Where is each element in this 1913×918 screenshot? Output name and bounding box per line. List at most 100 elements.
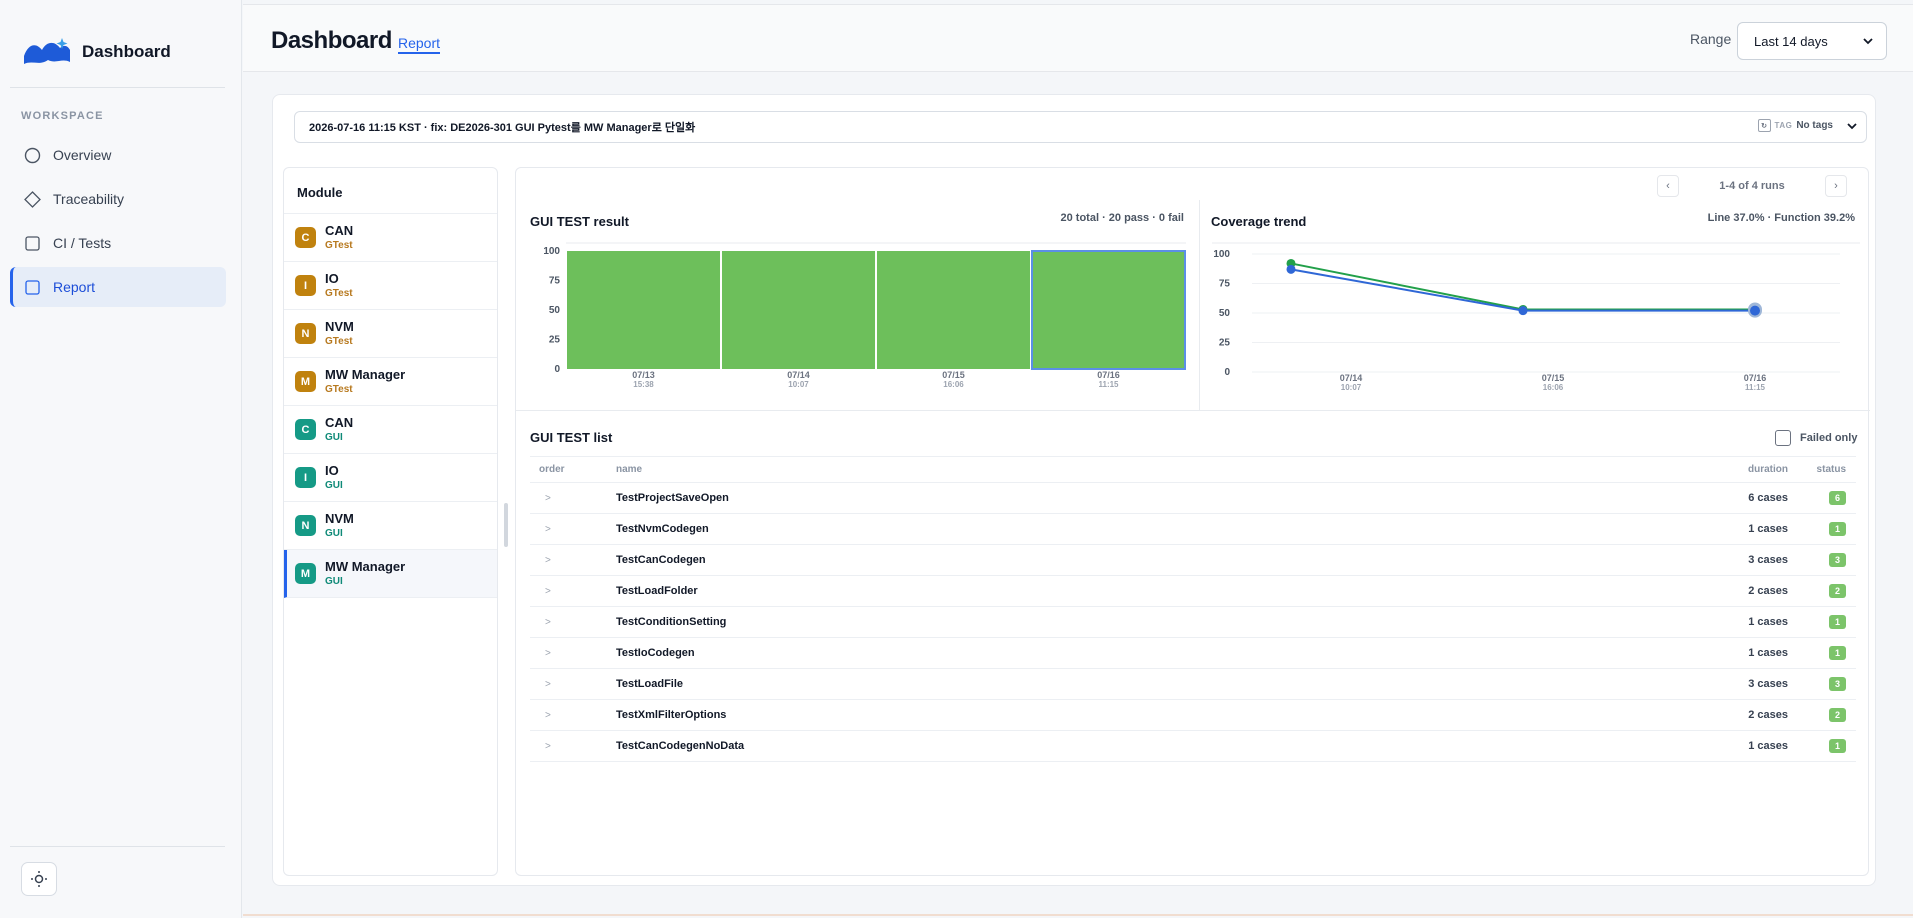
table-row[interactable]: > TestCanCodegen 3 cases 3 [530, 545, 1856, 576]
test-duration: 1 cases [1748, 740, 1788, 752]
x-tick-label: 07/15 [1542, 373, 1565, 383]
test-duration: 6 cases [1748, 492, 1788, 504]
sidebar-item-overview[interactable]: Overview [10, 135, 226, 175]
status-badge: 2 [1829, 584, 1846, 598]
module-item-nvm-gtest[interactable]: N NVM GTest [284, 310, 497, 358]
x-tick-sublabel: 10:07 [1341, 383, 1362, 392]
module-name: NVM [325, 511, 354, 526]
x-tick-label: 07/13 [632, 370, 655, 380]
chart-divider [1199, 200, 1200, 410]
tab-report[interactable]: Report [398, 35, 441, 54]
table-row[interactable]: > TestLoadFile 3 cases 3 [530, 669, 1856, 700]
status-badge: 2 [1829, 708, 1846, 722]
settings-icon [31, 871, 47, 887]
settings-button[interactable] [21, 862, 57, 896]
expand-icon[interactable]: > [545, 648, 551, 659]
column-status[interactable]: status [1796, 464, 1856, 475]
sidebar-item-label: CI / Tests [53, 235, 112, 251]
module-item-io-gui[interactable]: I IO GUI [284, 454, 497, 502]
status-badge: 1 [1829, 615, 1846, 629]
x-tick-sublabel: 11:15 [1745, 383, 1766, 392]
module-item-nvm-gui[interactable]: N NVM GUI [284, 502, 497, 550]
tag-value: No tags [1796, 120, 1833, 131]
module-type: GTest [325, 240, 353, 251]
module-badge: M [295, 371, 316, 392]
expand-icon[interactable]: > [545, 679, 551, 690]
app-name: Dashboard [82, 42, 171, 61]
module-item-can-gtest[interactable]: C CAN GTest [284, 214, 497, 262]
brand[interactable]: Dashboard [22, 34, 171, 70]
table-row[interactable]: > TestCanCodegenNoData 1 cases 1 [530, 731, 1856, 762]
expand-icon[interactable]: > [545, 493, 551, 504]
module-type: GUI [325, 576, 343, 587]
expand-icon[interactable]: > [545, 617, 551, 628]
module-badge: N [295, 515, 316, 536]
sidebar-item-ci-tests[interactable]: CI / Tests [10, 223, 226, 263]
test-name: TestConditionSetting [616, 616, 727, 628]
commit-select[interactable]: 2026-07-16 11:15 KST · fix: DE2026-301 G… [294, 111, 1867, 143]
status-badge: 6 [1829, 491, 1846, 505]
y-tick-label: 100 [1213, 249, 1230, 260]
expand-icon[interactable]: > [545, 741, 551, 752]
module-name: CAN [325, 415, 354, 430]
bar [1031, 250, 1186, 370]
x-tick-label: 07/16 [1097, 370, 1120, 380]
table-row[interactable]: > TestProjectSaveOpen 6 cases 6 [530, 483, 1856, 514]
module-item-mw-manager-gtest[interactable]: M MW Manager GTest [284, 358, 497, 406]
table-row[interactable]: > TestConditionSetting 1 cases 1 [530, 607, 1856, 638]
x-tick-label: 07/15 [942, 370, 965, 380]
tag-label: TAG [1774, 121, 1793, 130]
status-badge: 3 [1829, 677, 1846, 691]
range-value: Last 14 days [1754, 33, 1828, 49]
next-page-button[interactable]: › [1825, 175, 1847, 197]
column-name[interactable]: name [616, 464, 643, 475]
test-name: TestCanCodegenNoData [616, 740, 745, 752]
table-row[interactable]: > TestLoadFolder 2 cases 2 [530, 576, 1856, 607]
table-row[interactable]: > TestIoCodegen 1 cases 1 [530, 638, 1856, 669]
test-list-title: GUI TEST list [530, 430, 613, 445]
y-tick-label: 25 [549, 335, 561, 346]
module-item-io-gtest[interactable]: I IO GTest [284, 262, 497, 310]
module-badge: I [295, 467, 316, 488]
module-list-title: Module [284, 168, 497, 214]
report-card: 2026-07-16 11:15 KST · fix: DE2026-301 G… [272, 94, 1876, 886]
module-item-can-gui[interactable]: C CAN GUI [284, 406, 497, 454]
prev-page-button[interactable]: ‹ [1657, 175, 1679, 197]
tag-chip: ↻ TAG No tags [1757, 119, 1833, 132]
sidebar-item-label: Overview [53, 147, 112, 163]
failed-only-checkbox[interactable] [1775, 430, 1791, 446]
expand-icon[interactable]: > [545, 555, 551, 566]
module-name: NVM [325, 319, 354, 334]
chevron-down-icon [1847, 123, 1857, 130]
range-select[interactable]: Last 14 days [1737, 22, 1887, 60]
sidebar-item-traceability[interactable]: Traceability [10, 179, 226, 219]
status-badge: 3 [1829, 553, 1846, 567]
column-status-label: status [1816, 464, 1846, 475]
page-title: Dashboard [271, 27, 392, 54]
module-list-scrollbar[interactable] [504, 503, 508, 547]
series-line [1290, 262, 1755, 311]
module-badge: C [295, 419, 316, 440]
column-order[interactable]: order [539, 464, 565, 475]
range-label: Range [1690, 31, 1732, 47]
failed-only-toggle[interactable]: Failed only [1775, 430, 1857, 446]
table-row[interactable]: > TestNvmCodegen 1 cases 1 [530, 514, 1856, 545]
sidebar-item-report[interactable]: Report [10, 267, 226, 307]
module-type: GTest [325, 336, 353, 347]
report-panel: ‹ 1-4 of 4 runs › GUI TEST result 20 tot… [515, 167, 1870, 876]
module-name: CAN [325, 223, 354, 238]
expand-icon[interactable]: > [545, 524, 551, 535]
test-name: TestLoadFolder [616, 585, 698, 597]
sidebar-item-label: Traceability [53, 191, 125, 207]
column-duration[interactable]: duration [1748, 464, 1788, 475]
expand-icon[interactable]: > [545, 710, 551, 721]
test-duration: 3 cases [1748, 678, 1788, 690]
test-duration: 2 cases [1748, 709, 1788, 721]
x-tick-sublabel: 15:38 [633, 380, 654, 389]
expand-icon[interactable]: > [545, 586, 551, 597]
module-item-mw-manager-gui[interactable]: M MW Manager GUI [284, 550, 497, 598]
x-tick-sublabel: 11:15 [1098, 380, 1119, 389]
table-row[interactable]: > TestXmlFilterOptions 2 cases 2 [530, 700, 1856, 731]
sidebar-item-label: Report [53, 279, 96, 295]
